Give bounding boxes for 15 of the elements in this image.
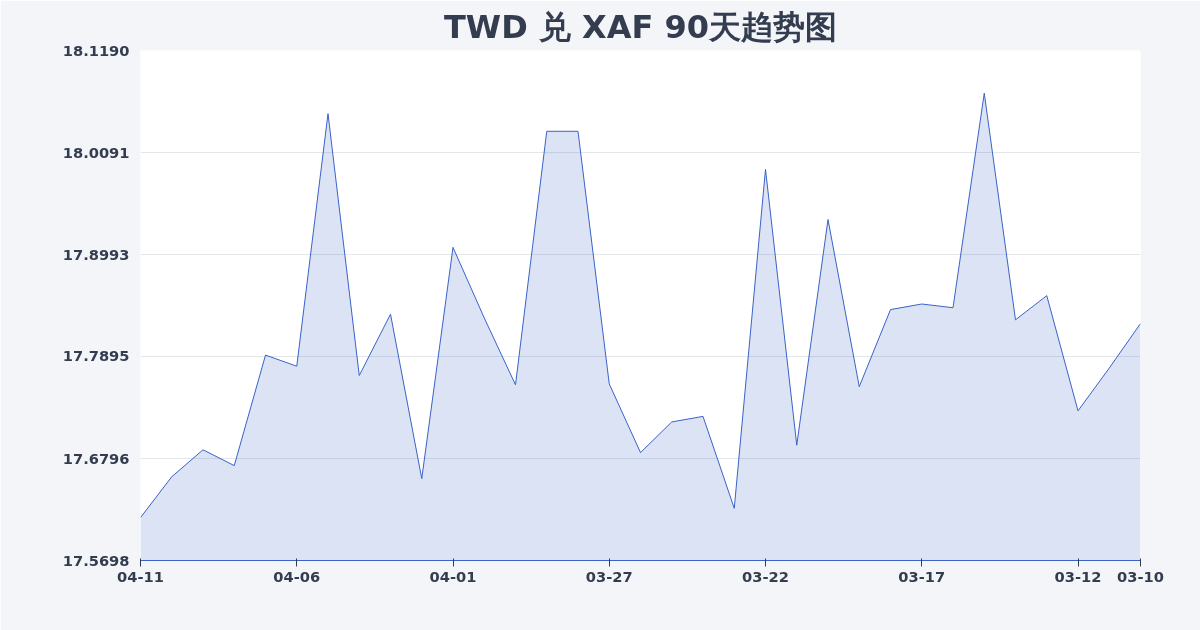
x-tick-label: 03-27 [585,567,633,585]
x-tick-label: 04-11 [117,567,164,585]
x-tick-label: 03-10 [1117,567,1164,585]
y-tick-label: 17.6796 [62,449,130,467]
y-tick-label: 18.0091 [62,143,130,161]
y-tick-label: 17.5698 [62,551,130,569]
x-tick-label: 04-06 [273,567,321,585]
y-tick-label: 17.7895 [62,347,130,365]
x-tick-label: 03-17 [898,567,946,585]
y-tick-label: 17.8993 [62,245,130,263]
x-tick-label: 03-12 [1054,567,1102,585]
x-tick-label: 04-01 [429,567,477,585]
x-tick-label: 03-22 [742,567,789,585]
y-tick-label: 18.1190 [62,41,130,59]
chart-title: TWD 兑 XAF 90天趋势图 [444,7,837,46]
